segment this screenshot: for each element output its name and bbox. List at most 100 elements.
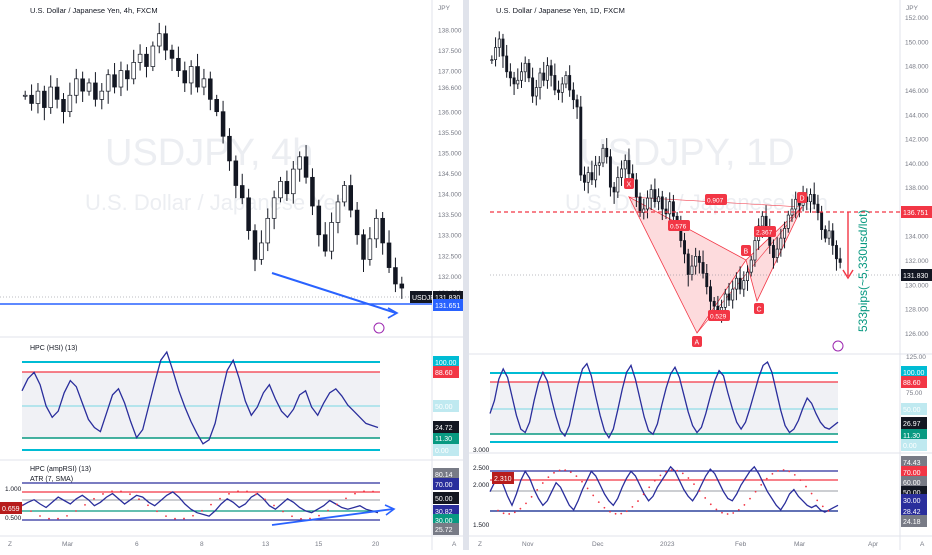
right-atr-dot	[821, 505, 824, 508]
left-hsi-level-tag-bg	[433, 444, 459, 456]
left-candle-body	[131, 62, 136, 80]
right-amprsi-level-tag: 70.00	[903, 470, 921, 477]
left-time-tick: A	[452, 541, 457, 548]
right-atr-dot	[743, 504, 746, 506]
right-projection-arrow-head	[842, 269, 854, 280]
left-atr-dot	[84, 503, 86, 506]
right-ratio-bg	[754, 226, 776, 237]
right-candle-body	[683, 240, 686, 255]
right-amprsi-line	[489, 465, 839, 513]
left-candle-body	[322, 234, 328, 252]
left-hsi-line	[21, 350, 379, 445]
left-atr-title: ATR (7, SMA)	[30, 476, 73, 483]
right-candle-body	[771, 245, 775, 258]
right-candle-body	[497, 38, 501, 48]
left-candle-body	[125, 70, 130, 80]
right-atr-dot	[788, 470, 791, 473]
right-candle-body	[520, 71, 523, 81]
right-atr-dot	[631, 506, 634, 508]
left-price-tick: 135.500	[438, 130, 462, 137]
right-atr-dot	[771, 472, 774, 475]
left-price-tick: 135.000	[438, 151, 462, 158]
left-candle-body	[29, 94, 34, 104]
right-atr-dot	[816, 499, 819, 502]
right-atr-dot	[508, 513, 511, 515]
left-atr-dot	[66, 514, 68, 517]
left-time-tick: 20	[372, 541, 380, 548]
left-hsi-band	[22, 372, 380, 438]
left-candle-body	[220, 111, 226, 137]
right-hsi-level-tag-bg	[901, 403, 927, 415]
right-candle-body	[608, 156, 612, 188]
right-price-tick: 152.000	[905, 15, 929, 22]
right-candle-body	[642, 208, 646, 213]
left-candle-body	[54, 86, 60, 100]
left-atr-dot	[93, 497, 95, 500]
right-candle-body	[586, 172, 590, 183]
right-candle-body	[612, 186, 616, 193]
right-candle-body	[820, 212, 824, 230]
right-candle-body	[812, 194, 816, 205]
right-price-tick: 148.000	[905, 64, 929, 71]
right-candle-body	[549, 65, 553, 76]
left-candle-body	[348, 185, 354, 211]
left-hsi-current-tag-bg	[433, 421, 459, 433]
right-atr-dot	[715, 508, 718, 511]
right-price-tick: 138.000	[905, 185, 929, 192]
right-candle-body	[742, 280, 746, 290]
right-atr-dot	[513, 511, 516, 514]
right-candle-body	[786, 214, 790, 229]
left-candle-body	[303, 156, 309, 178]
left-candle-body	[239, 185, 245, 199]
right-atr-dot	[620, 512, 623, 515]
left-candle-body	[195, 66, 200, 88]
left-candle-body	[35, 90, 41, 104]
left-price-tick: 137.000	[438, 69, 462, 76]
left-atr-dot	[48, 517, 50, 520]
right-atr-dot	[603, 506, 606, 509]
right-atr-dot	[670, 469, 673, 471]
right-pattern-point-bg	[797, 192, 807, 203]
right-candle-body	[690, 265, 694, 275]
left-time-tick: 15	[315, 541, 323, 548]
left-candle-body	[105, 74, 111, 92]
right-ratio-label: 0.529	[710, 314, 727, 321]
left-atr-dot	[129, 493, 131, 496]
right-amprsi-level-tag-bg	[901, 466, 927, 478]
left-candle-body	[208, 78, 213, 100]
right-candle-body	[834, 245, 838, 260]
left-atr-dot	[336, 503, 338, 506]
right-candle-body	[701, 262, 705, 274]
right-currency: JPY	[906, 5, 919, 12]
right-atr-dot	[547, 476, 550, 479]
right-hsi-axis-tick: 125.00	[906, 354, 926, 361]
right-time-tick: Nov	[522, 541, 534, 548]
left-atr-dot	[192, 514, 194, 517]
right-amprsi-level-tag: 60.00	[903, 480, 921, 487]
left-candle-body	[380, 217, 385, 244]
right-candle-body	[501, 38, 505, 57]
right-candle-body	[775, 248, 779, 258]
right-candle-body	[627, 160, 631, 175]
left-event-icon	[373, 322, 385, 334]
right-candle-body	[746, 271, 749, 281]
right-candle-body	[512, 77, 516, 85]
right-candle-body	[823, 229, 827, 239]
right-candle-body	[649, 189, 653, 199]
left-candle-body	[310, 176, 315, 207]
right-amprsi-level-tag: 74.43	[903, 460, 921, 467]
right-time-tick: Apr	[868, 541, 879, 548]
right-amprsi-level-tag-bg	[901, 515, 927, 527]
right-atr-dot	[564, 469, 567, 472]
left-atr-tag: 0.659	[2, 506, 20, 513]
right-candle-body	[694, 256, 698, 267]
left-atr-dot	[318, 514, 320, 517]
left-candle-body	[329, 222, 334, 252]
left-last-price-tag: 131.830	[435, 295, 460, 302]
right-candle-body	[490, 59, 494, 61]
left-candle-body	[118, 70, 124, 88]
right-amprsi-axis-tick: 1.500	[473, 522, 490, 529]
left-hsi-level-tag: 50.00	[435, 404, 453, 411]
